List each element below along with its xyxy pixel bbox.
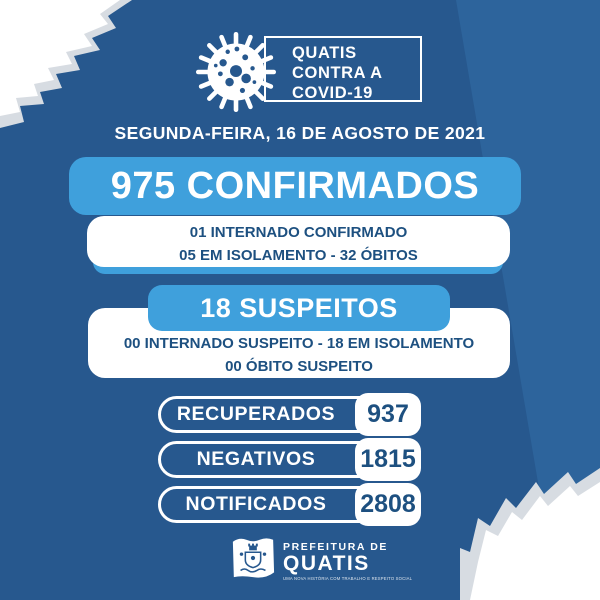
stat-label-negatives: NEGATIVOS [196, 448, 316, 470]
suspected-headline-banner: 18 SUSPEITOS [148, 285, 450, 331]
stat-label-recovered: RECUPERADOS [176, 403, 336, 425]
stat-value-recovered: 937 [355, 393, 421, 436]
footer-brand: PREFEITURA DE QUATIS UMA NOVA HISTÓRIA C… [283, 541, 412, 581]
confirmed-headline-banner: 975 CONFIRMADOS [69, 157, 521, 215]
stat-row-recovered: RECUPERADOS 937 [158, 393, 421, 436]
campaign-title-box: QUATIS CONTRA A COVID-19 [264, 36, 422, 102]
stat-row-notified: NOTIFICADOS 2808 [158, 483, 421, 526]
confirmed-detail-line1: 01 INTERNADO CONFIRMADO [189, 224, 408, 241]
confirmed-details-card: 01 INTERNADO CONFIRMADO 05 EM ISOLAMENTO… [87, 216, 510, 267]
coat-of-arms-icon [232, 538, 275, 578]
campaign-title-line2: CONTRA A [292, 64, 383, 82]
torn-corner-top-left [0, 0, 120, 116]
suspected-detail-line1: 00 INTERNADO SUSPEITO - 18 EM ISOLAMENTO [123, 335, 475, 352]
date-banner: SEGUNDA-FEIRA, 16 DE AGOSTO DE 2021 [114, 123, 486, 143]
stat-label-notified: NOTIFICADOS [185, 493, 327, 515]
footer-org-name: QUATIS [283, 552, 370, 575]
virus-icon [195, 31, 277, 113]
campaign-title-line1: QUATIS [292, 44, 357, 62]
torn-corner-top-left-under [0, 0, 132, 128]
stat-row-negatives: NEGATIVOS 1815 [158, 438, 421, 481]
footer-tagline: UMA NOVA HISTÓRIA COM TRABALHO E RESPEIT… [283, 576, 413, 581]
confirmed-detail-line2: 05 EM ISOLAMENTO - 32 ÓBITOS [179, 246, 418, 264]
suspected-detail-line2: 00 ÓBITO SUSPEITO [225, 357, 373, 375]
stat-value-notified: 2808 [355, 483, 421, 526]
footer-org-prefix: PREFEITURA DE [283, 541, 388, 553]
campaign-title-line3: COVID-19 [292, 84, 373, 102]
stat-value-negatives: 1815 [355, 438, 421, 481]
